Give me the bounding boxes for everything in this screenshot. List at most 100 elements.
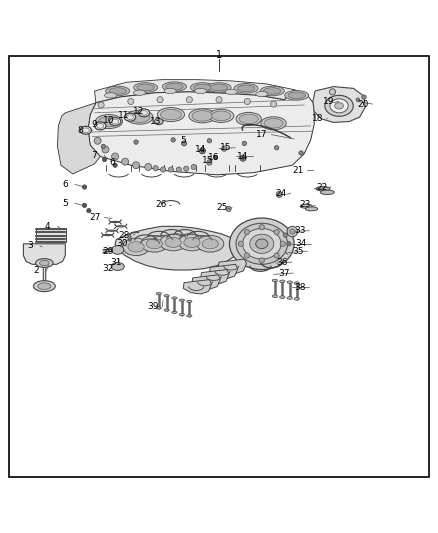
Circle shape [102, 146, 109, 153]
Ellipse shape [123, 238, 150, 256]
Ellipse shape [230, 218, 294, 270]
Text: 23: 23 [300, 200, 311, 209]
Ellipse shape [287, 281, 292, 284]
Text: 36: 36 [276, 257, 288, 266]
Circle shape [362, 95, 366, 99]
Text: 10: 10 [103, 116, 115, 125]
Ellipse shape [141, 110, 148, 115]
Ellipse shape [126, 110, 153, 124]
Circle shape [238, 241, 244, 246]
Ellipse shape [280, 280, 285, 282]
Ellipse shape [191, 83, 215, 92]
Ellipse shape [239, 114, 258, 124]
Circle shape [356, 98, 360, 101]
Ellipse shape [207, 83, 231, 92]
Text: 16: 16 [208, 153, 219, 162]
Circle shape [168, 167, 173, 172]
Ellipse shape [197, 236, 224, 252]
Circle shape [128, 99, 134, 104]
Circle shape [145, 164, 152, 171]
Circle shape [240, 155, 246, 161]
Ellipse shape [234, 84, 258, 93]
Ellipse shape [210, 84, 228, 91]
Circle shape [329, 89, 336, 95]
Circle shape [287, 227, 297, 237]
Ellipse shape [124, 113, 136, 121]
Text: 7: 7 [92, 151, 97, 160]
Ellipse shape [187, 300, 192, 303]
Ellipse shape [172, 311, 177, 313]
Ellipse shape [280, 296, 285, 298]
Ellipse shape [330, 99, 348, 113]
Text: 29: 29 [102, 247, 113, 256]
Ellipse shape [33, 281, 55, 292]
Ellipse shape [178, 234, 205, 251]
Ellipse shape [287, 297, 292, 299]
Ellipse shape [137, 84, 154, 91]
Text: 6: 6 [109, 158, 115, 167]
Ellipse shape [109, 88, 127, 94]
Ellipse shape [95, 122, 106, 130]
Ellipse shape [184, 238, 200, 247]
Circle shape [287, 241, 291, 246]
Circle shape [134, 140, 138, 144]
Circle shape [283, 233, 288, 237]
Ellipse shape [194, 84, 211, 91]
Ellipse shape [156, 307, 161, 309]
Ellipse shape [134, 90, 146, 95]
Ellipse shape [146, 239, 162, 249]
Ellipse shape [112, 119, 119, 124]
Ellipse shape [127, 115, 134, 119]
Polygon shape [95, 79, 294, 103]
Ellipse shape [129, 112, 150, 123]
Text: 31: 31 [111, 257, 122, 266]
Ellipse shape [325, 95, 353, 116]
Text: 38: 38 [294, 283, 306, 292]
Circle shape [186, 96, 192, 103]
Circle shape [259, 224, 265, 230]
Text: 27: 27 [89, 213, 100, 222]
Ellipse shape [166, 83, 183, 90]
Text: 1: 1 [216, 50, 222, 60]
Ellipse shape [35, 259, 53, 268]
Ellipse shape [236, 112, 261, 125]
Circle shape [290, 229, 295, 234]
Ellipse shape [294, 297, 299, 300]
Ellipse shape [189, 109, 216, 123]
Circle shape [276, 191, 283, 198]
Circle shape [113, 163, 117, 167]
Ellipse shape [237, 85, 255, 92]
Ellipse shape [236, 223, 288, 264]
Ellipse shape [99, 116, 120, 127]
Text: 5: 5 [63, 199, 68, 208]
Circle shape [274, 253, 279, 258]
Circle shape [259, 258, 265, 263]
Polygon shape [192, 275, 220, 289]
Ellipse shape [110, 118, 121, 125]
Text: 11: 11 [118, 111, 130, 120]
Text: 37: 37 [278, 269, 290, 278]
Circle shape [94, 138, 101, 144]
Circle shape [207, 160, 212, 165]
Text: 14: 14 [195, 145, 206, 154]
Polygon shape [218, 259, 247, 273]
Ellipse shape [272, 295, 278, 297]
Circle shape [122, 158, 129, 165]
Circle shape [82, 203, 87, 207]
Circle shape [275, 146, 279, 150]
Polygon shape [23, 244, 65, 264]
Text: 34: 34 [295, 239, 307, 248]
Circle shape [191, 164, 196, 169]
Ellipse shape [250, 234, 274, 253]
Circle shape [112, 153, 119, 160]
Text: 33: 33 [294, 226, 306, 235]
Ellipse shape [264, 118, 283, 128]
Text: 17: 17 [256, 130, 268, 139]
Ellipse shape [165, 238, 181, 247]
Ellipse shape [160, 109, 181, 120]
Ellipse shape [97, 124, 104, 128]
Ellipse shape [82, 128, 89, 133]
Ellipse shape [294, 282, 299, 285]
Circle shape [133, 161, 140, 169]
Text: 5: 5 [180, 136, 186, 146]
